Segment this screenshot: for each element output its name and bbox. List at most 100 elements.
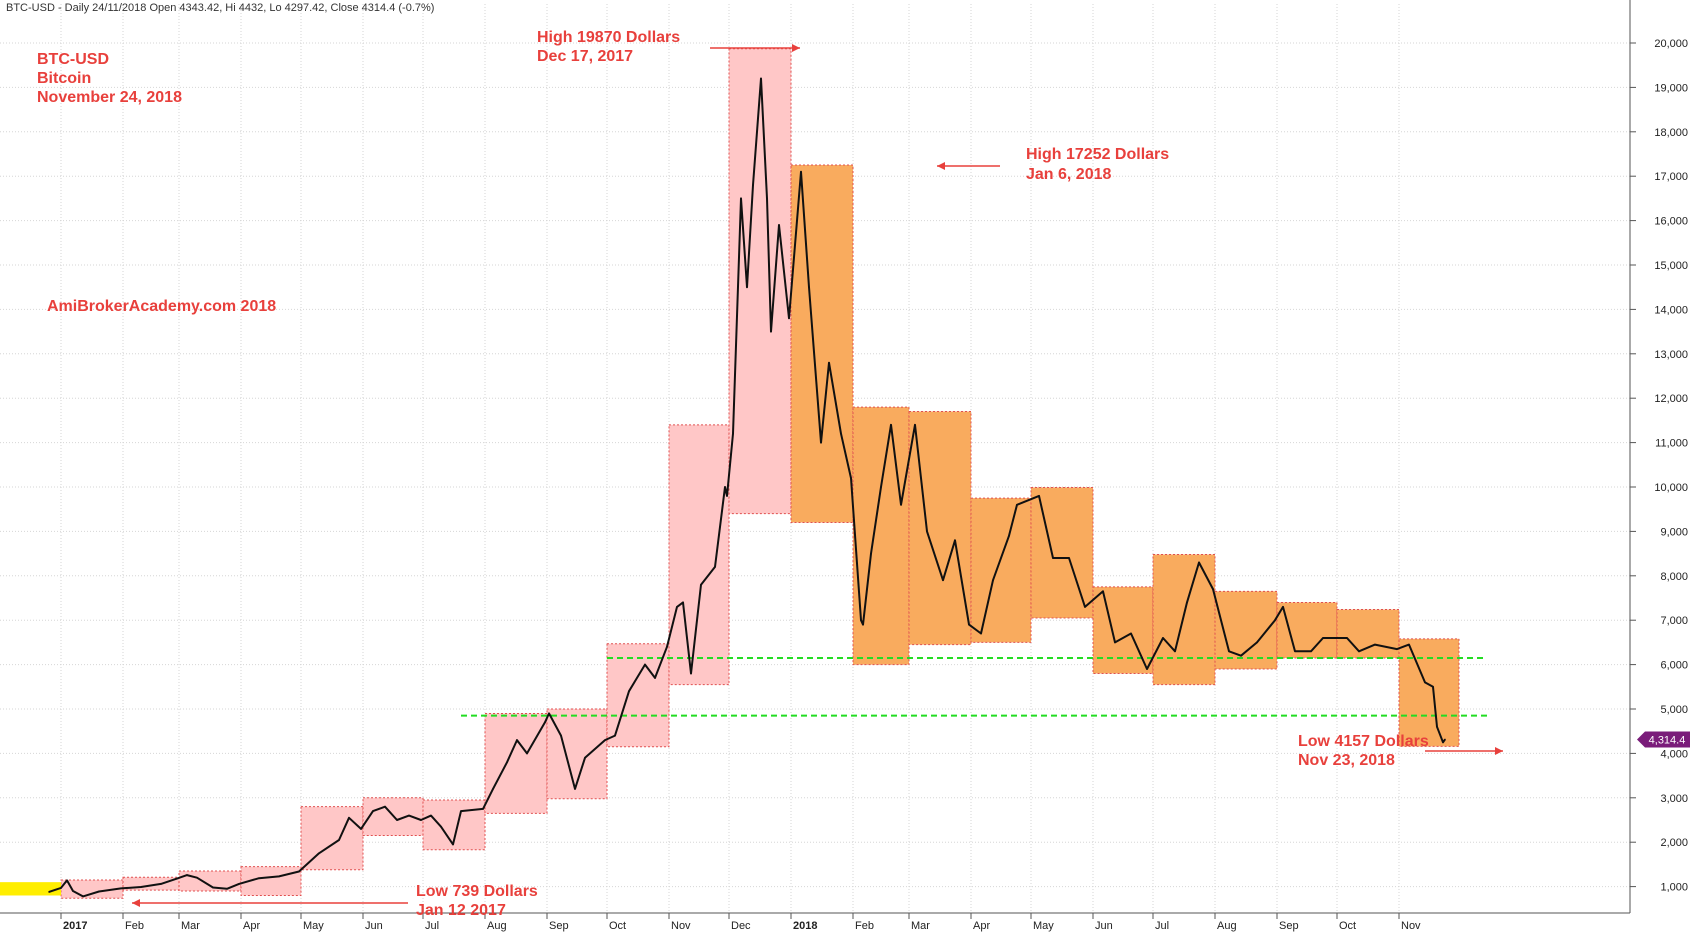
x-tick-label: Jul: [425, 920, 439, 932]
price-point: [1436, 725, 1438, 728]
y-tick-label: 7,000: [1660, 615, 1688, 627]
title-date: November 24, 2018: [37, 89, 182, 106]
price-point: [1310, 650, 1312, 653]
y-tick-label: 19,000: [1654, 82, 1688, 94]
support-lines: [461, 656, 1487, 717]
price-point: [196, 876, 198, 879]
price-point: [318, 852, 320, 855]
price-point: [176, 877, 178, 880]
price-point: [1068, 557, 1070, 559]
price-point: [870, 552, 872, 555]
x-tick-label: Mar: [181, 920, 200, 932]
price-point: [926, 530, 928, 533]
price-point: [574, 788, 576, 790]
price-point: [666, 646, 668, 648]
price-point: [1408, 643, 1410, 646]
price-point: [1212, 588, 1214, 590]
last-price-value: 4,314.4: [1649, 734, 1686, 746]
price-point: [732, 432, 734, 435]
annotation-arrows: [132, 44, 1503, 907]
price-point: [48, 891, 50, 893]
price-point: [544, 721, 546, 724]
month-range-box: [1336, 609, 1400, 659]
price-point: [644, 663, 646, 666]
annotation-low-2017-date: Jan 12 2017: [416, 902, 506, 919]
title-name: Bitcoin: [37, 70, 91, 87]
price-point: [1282, 606, 1284, 608]
last-price-tag: 4,314.4: [1637, 731, 1690, 748]
price-point: [726, 495, 728, 497]
price-point: [548, 712, 550, 715]
year-start-highlight: [0, 882, 61, 896]
last-price-tag-shape: [1637, 731, 1690, 748]
price-point: [714, 566, 716, 568]
x-tick-label: Sep: [1279, 920, 1299, 932]
month-range-box: [484, 712, 548, 814]
price-point: [1346, 637, 1348, 639]
price-point: [212, 886, 214, 889]
y-tick-label: 15,000: [1654, 260, 1688, 272]
price-point: [954, 539, 956, 542]
price-point: [1374, 643, 1376, 646]
x-tick-label: Aug: [487, 920, 507, 932]
price-point: [98, 890, 100, 893]
y-tick-label: 20,000: [1654, 38, 1688, 50]
price-point: [120, 887, 122, 890]
x-tick-label: Aug: [1217, 920, 1237, 932]
price-point: [482, 808, 484, 810]
annotation-low-2018-price: Low 4157 Dollars: [1298, 733, 1429, 750]
price-point: [1444, 738, 1446, 741]
price-point: [506, 761, 508, 764]
month-range-box: [668, 424, 730, 686]
arrow-high-2017-head: [792, 44, 800, 52]
price-point: [1256, 641, 1258, 644]
price-point: [788, 317, 790, 320]
price-point: [452, 843, 454, 846]
price-point: [1424, 681, 1426, 684]
price-point: [968, 623, 970, 626]
price-point: [820, 441, 822, 444]
price-point: [1174, 650, 1176, 653]
x-tick-label: 2018: [793, 920, 817, 932]
price-point: [72, 890, 74, 892]
annotation-high-2017-date: Dec 17, 2017: [537, 48, 633, 65]
price-point: [1396, 648, 1398, 650]
price-point: [1084, 606, 1086, 608]
x-tick-label: Jun: [1095, 920, 1113, 932]
x-tick-label: 2017: [63, 920, 87, 932]
price-point: [828, 361, 830, 364]
monthly-range-boxes: [0, 48, 1460, 899]
price-point: [1294, 650, 1296, 653]
y-tick-label: 6,000: [1660, 660, 1688, 672]
price-point: [430, 814, 432, 817]
x-tick-label: Jun: [365, 920, 383, 932]
annotation-high-2018-price: High 17252 Dollars: [1026, 146, 1169, 163]
x-tick-label: May: [1033, 920, 1054, 932]
ticker-info: BTC-USD - Daily 24/11/2018 Open 4343.42,…: [6, 2, 434, 14]
price-point: [1198, 561, 1200, 564]
month-range-box: [1398, 638, 1460, 747]
price-point: [1432, 686, 1434, 688]
price-point: [746, 286, 748, 289]
y-tick-label: 4,000: [1660, 748, 1688, 760]
price-point: [160, 883, 162, 885]
price-point: [372, 810, 374, 812]
price-point: [778, 224, 780, 226]
y-tick-label: 3,000: [1660, 793, 1688, 805]
price-line: [48, 77, 1446, 898]
price-point: [752, 184, 754, 186]
price-point: [460, 810, 462, 812]
annotation-high-2018-date: Jan 6, 2018: [1026, 166, 1112, 183]
price-point: [1146, 668, 1148, 670]
arrow-high-2018-head: [937, 162, 945, 170]
price-point: [914, 424, 916, 426]
price-point: [492, 788, 494, 790]
month-range-box: [908, 411, 972, 646]
price-point: [800, 170, 802, 173]
price-point: [186, 874, 188, 876]
x-tick-label: Nov: [671, 920, 691, 932]
price-point: [1114, 641, 1116, 644]
x-tick-label: Apr: [973, 920, 990, 932]
price-point: [66, 879, 68, 882]
